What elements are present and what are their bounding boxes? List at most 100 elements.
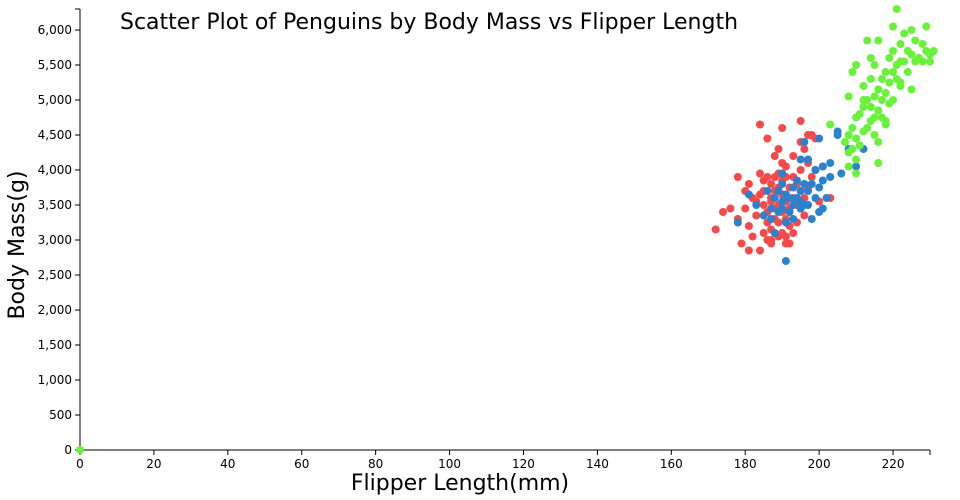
data-point xyxy=(756,120,764,129)
data-point xyxy=(763,187,772,195)
data-point xyxy=(826,173,835,181)
data-point xyxy=(870,113,879,122)
x-tick-label: 180 xyxy=(734,457,757,471)
data-point xyxy=(889,96,898,104)
data-point xyxy=(804,131,813,139)
data-point xyxy=(726,204,735,213)
data-point xyxy=(759,229,768,237)
data-point xyxy=(789,215,798,223)
data-point xyxy=(922,22,931,31)
data-point xyxy=(785,208,794,216)
y-tick-label: 1,000 xyxy=(38,373,72,387)
data-point xyxy=(807,215,816,223)
data-point xyxy=(896,40,905,48)
data-point xyxy=(815,183,824,192)
y-tick-label: 1,500 xyxy=(38,338,72,352)
data-point xyxy=(833,127,842,136)
y-tick-label: 2,000 xyxy=(38,303,72,317)
data-point xyxy=(76,446,84,454)
data-point xyxy=(744,190,753,199)
data-point xyxy=(778,180,787,188)
data-point xyxy=(804,155,813,164)
data-point xyxy=(907,26,916,34)
data-point xyxy=(848,68,857,76)
data-point xyxy=(770,194,779,202)
y-tick-label: 2,500 xyxy=(38,268,72,282)
data-point xyxy=(889,68,898,76)
data-point xyxy=(804,187,813,195)
y-tick-label: 5,000 xyxy=(38,93,72,107)
data-point xyxy=(818,162,827,171)
data-point xyxy=(929,47,938,55)
data-point xyxy=(785,194,794,202)
data-point xyxy=(848,145,857,153)
data-point xyxy=(759,211,768,220)
data-point xyxy=(863,124,872,132)
data-point xyxy=(859,82,868,90)
data-point xyxy=(752,201,761,209)
data-point xyxy=(881,89,890,97)
data-point xyxy=(870,131,879,139)
data-point xyxy=(859,103,868,111)
data-point xyxy=(796,166,805,174)
data-point xyxy=(926,57,934,66)
data-point xyxy=(744,222,753,230)
data-point xyxy=(774,218,783,227)
data-point xyxy=(774,187,783,195)
data-point xyxy=(918,57,927,66)
data-point xyxy=(866,103,875,111)
x-tick-label: 220 xyxy=(882,457,905,471)
data-point xyxy=(778,197,787,206)
x-tick-label: 80 xyxy=(368,457,383,471)
y-tick-label: 4,000 xyxy=(38,163,72,177)
data-point xyxy=(844,162,853,171)
data-point xyxy=(911,36,920,45)
data-point xyxy=(822,194,831,202)
data-point xyxy=(896,57,905,66)
data-point xyxy=(866,75,875,83)
data-point xyxy=(792,176,801,185)
data-point xyxy=(885,78,894,87)
data-point xyxy=(789,183,798,192)
x-tick-label: 120 xyxy=(512,457,535,471)
data-point xyxy=(789,152,798,160)
data-point xyxy=(778,204,787,213)
data-points xyxy=(76,5,938,454)
data-point xyxy=(907,50,916,59)
y-tick-label: 500 xyxy=(49,408,72,422)
data-point xyxy=(881,120,890,129)
data-point xyxy=(859,96,868,104)
y-tick-label: 0 xyxy=(64,443,72,457)
data-point xyxy=(874,159,883,167)
data-point xyxy=(826,159,835,167)
data-point xyxy=(848,124,857,132)
data-point xyxy=(767,180,776,188)
data-point xyxy=(778,124,787,132)
data-point xyxy=(767,204,776,213)
data-point xyxy=(763,134,772,143)
x-tick-label: 40 xyxy=(220,457,235,471)
data-point xyxy=(874,85,883,94)
data-point xyxy=(885,54,894,62)
data-point xyxy=(815,134,824,143)
data-point xyxy=(741,204,750,213)
data-point xyxy=(818,204,827,213)
data-point xyxy=(778,169,787,178)
data-point xyxy=(870,92,879,101)
y-axis-title: Body Mass(g) xyxy=(5,170,30,319)
data-point xyxy=(852,169,861,178)
data-point xyxy=(874,138,883,146)
data-point xyxy=(866,54,875,62)
data-point xyxy=(903,68,912,76)
data-point xyxy=(844,131,853,139)
x-tick-label: 160 xyxy=(660,457,683,471)
x-tick-label: 0 xyxy=(76,457,84,471)
data-point xyxy=(870,61,879,69)
data-point xyxy=(841,138,849,146)
data-point xyxy=(800,211,809,220)
data-point xyxy=(748,232,757,241)
data-point xyxy=(896,82,905,90)
y-tick-label: 4,500 xyxy=(38,128,72,142)
series-group xyxy=(733,127,868,265)
data-point xyxy=(855,141,864,150)
